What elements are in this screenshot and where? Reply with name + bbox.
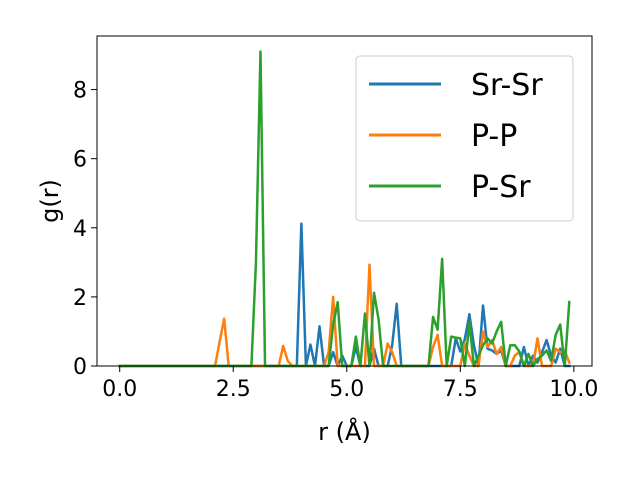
x-tick-label: 10.0: [549, 377, 598, 402]
legend: Sr-Sr P-P P-Sr: [355, 55, 574, 222]
legend-label-sr-sr: Sr-Sr: [471, 68, 543, 103]
y-tick-label: 2: [73, 286, 87, 311]
y-axis-ticks: 0 2 4 6 8: [73, 79, 97, 380]
y-tick-label: 8: [73, 79, 87, 104]
series-line-p-sr: [118, 50, 571, 368]
x-tick-label: 7.5: [443, 377, 478, 402]
legend-label-p-p: P-P: [471, 119, 517, 154]
series-line-sr-sr: [118, 222, 571, 368]
y-tick-label: 0: [73, 355, 87, 380]
series-line-p-p: [118, 263, 571, 368]
x-tick-label: 0.0: [102, 377, 137, 402]
axes-frame: [96, 35, 593, 367]
x-tick-label: 5.0: [329, 377, 364, 402]
legend-frame: [355, 55, 574, 222]
x-axis-label: r (Å): [318, 417, 371, 446]
y-tick-label: 4: [73, 217, 87, 242]
x-axis-ticks: 0.0 2.5 5.0 7.5 10.0: [102, 366, 598, 402]
legend-label-p-sr: P-Sr: [471, 170, 531, 205]
x-tick-label: 2.5: [216, 377, 251, 402]
y-axis-label: g(r): [36, 179, 64, 223]
plot-area: [96, 35, 593, 368]
y-tick-label: 6: [73, 148, 87, 173]
